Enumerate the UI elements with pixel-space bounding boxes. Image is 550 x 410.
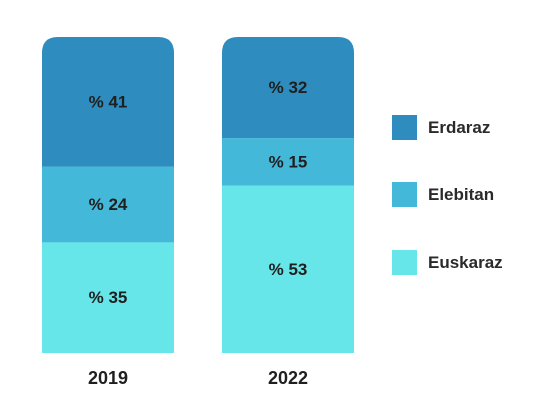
bar-segment-euskaraz-2022	[222, 185, 354, 353]
data-label-erdaraz-2019: % 41	[89, 92, 128, 111]
bar-2022	[222, 37, 354, 353]
legend-item-erdaraz: Erdaraz	[392, 115, 490, 140]
data-label-erdaraz-2022: % 32	[269, 78, 308, 97]
legend-label-erdaraz: Erdaraz	[428, 118, 490, 137]
bar-segment-euskaraz-2019	[42, 242, 174, 353]
legend-item-euskaraz: Euskaraz	[392, 250, 503, 275]
bar-segment-erdaraz-2019	[42, 37, 174, 167]
data-label-elebitan-2022: % 15	[269, 152, 308, 171]
data-label-euskaraz-2022: % 53	[269, 260, 308, 279]
bar-segment-erdaraz-2022	[222, 37, 354, 139]
bar-2019	[42, 37, 174, 353]
legend-swatch-euskaraz	[392, 250, 417, 275]
legend-label-elebitan: Elebitan	[428, 185, 494, 204]
legend-swatch-elebitan	[392, 182, 417, 207]
x-axis-labels: 2019 2022	[88, 368, 308, 388]
data-label-elebitan-2019: % 24	[89, 195, 128, 214]
bar-segment-elebitan-2022	[222, 138, 354, 186]
legend-label-euskaraz: Euskaraz	[428, 253, 503, 272]
legend-item-elebitan: Elebitan	[392, 182, 494, 207]
legend-swatch-erdaraz	[392, 115, 417, 140]
legend: Erdaraz Elebitan Euskaraz	[392, 115, 503, 275]
bar-segment-elebitan-2019	[42, 166, 174, 243]
x-tick-label-2019: 2019	[88, 368, 128, 388]
bars-layer: % 35 % 24 % 41 % 53 % 15 % 32	[42, 37, 354, 353]
data-label-euskaraz-2019: % 35	[89, 288, 128, 307]
x-tick-label-2022: 2022	[268, 368, 308, 388]
